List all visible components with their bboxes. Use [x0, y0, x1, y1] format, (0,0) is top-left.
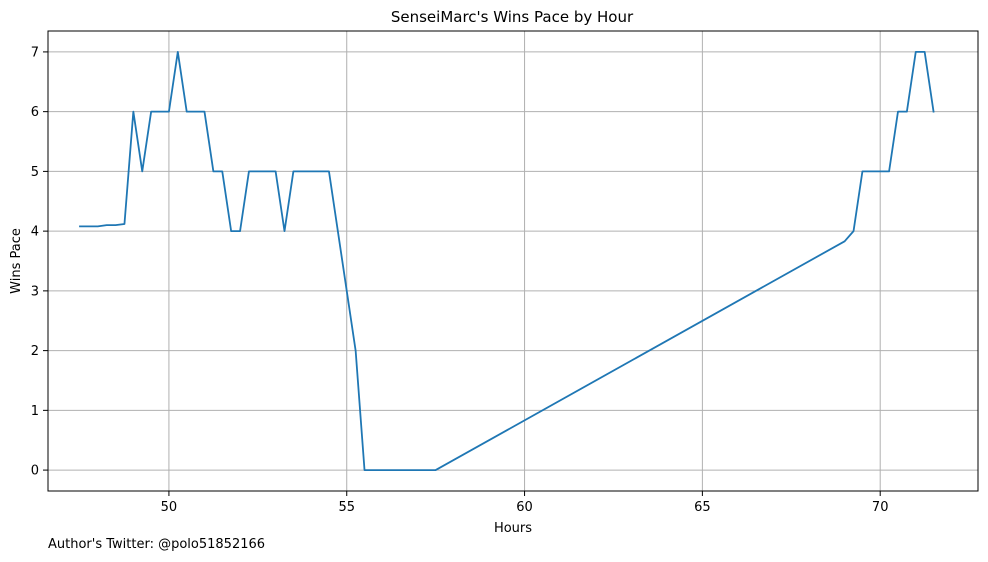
x-tick-label: 55	[338, 500, 355, 515]
axis-ticks: 50 55 60 65 70 0 1 2 3 4 5 6 7	[31, 45, 889, 515]
x-tick-label: 50	[161, 500, 178, 515]
author-footnote: Author's Twitter: @polo51852166	[48, 537, 266, 552]
y-tick-label: 5	[31, 165, 39, 180]
wins-pace-series-line	[79, 51, 935, 471]
x-tick-label: 65	[694, 500, 711, 515]
y-axis-label: Wins Pace	[9, 228, 24, 294]
y-tick-label: 6	[31, 105, 39, 120]
x-tick-label: 60	[516, 500, 533, 515]
plot-frame	[47, 30, 979, 492]
grid-lines	[48, 31, 978, 491]
y-tick-label: 0	[31, 464, 39, 479]
plot-line-layer	[79, 51, 935, 471]
y-tick-label: 2	[31, 344, 39, 359]
y-tick-label: 4	[31, 225, 39, 240]
y-tick-label: 1	[31, 404, 39, 419]
y-tick-label: 7	[31, 45, 39, 60]
x-tick-label: 70	[872, 500, 889, 515]
chart-title: SenseiMarc's Wins Pace by Hour	[391, 8, 634, 26]
y-tick-label: 3	[31, 284, 39, 299]
x-axis-label: Hours	[494, 521, 532, 536]
